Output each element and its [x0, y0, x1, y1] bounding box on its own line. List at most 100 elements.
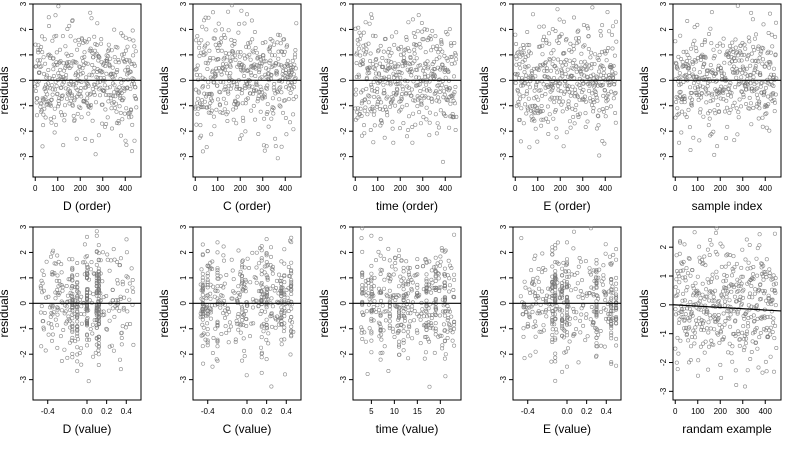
data-point — [359, 325, 364, 330]
data-point — [704, 287, 709, 292]
data-point — [753, 32, 758, 37]
data-point — [406, 311, 411, 316]
data-point — [76, 69, 81, 74]
data-point — [565, 314, 570, 319]
data-point — [224, 112, 229, 117]
data-point — [73, 298, 78, 303]
data-point — [87, 298, 92, 303]
data-point — [756, 44, 761, 49]
data-point — [284, 287, 289, 292]
data-point — [707, 298, 712, 303]
data-point — [396, 313, 401, 318]
data-point — [55, 312, 60, 317]
y-tick-label: -1 — [499, 102, 508, 110]
data-point — [393, 64, 398, 69]
data-point — [598, 28, 603, 33]
data-point — [773, 92, 778, 97]
data-point — [242, 348, 247, 353]
x-tick-label: 20 — [436, 407, 445, 416]
data-point — [554, 126, 559, 131]
data-point — [392, 255, 397, 260]
data-point — [451, 115, 456, 120]
data-point — [67, 89, 72, 94]
data-point — [533, 323, 538, 328]
data-point — [695, 274, 700, 279]
data-point — [200, 98, 205, 103]
data-point — [706, 90, 711, 95]
data-point — [448, 326, 453, 331]
data-point — [224, 101, 229, 106]
data-point — [406, 85, 411, 90]
data-point — [436, 95, 441, 100]
data-point — [725, 124, 730, 129]
data-point — [353, 26, 358, 31]
data-point — [69, 92, 74, 97]
data-point — [746, 315, 751, 320]
data-point — [418, 121, 423, 126]
data-point — [515, 51, 520, 56]
y-tick-label: -3 — [179, 153, 188, 161]
data-point — [238, 292, 243, 297]
data-point — [398, 274, 403, 279]
x-tick-label: 300 — [576, 184, 590, 193]
data-point — [599, 49, 604, 54]
data-point — [447, 289, 452, 294]
data-point — [684, 288, 689, 293]
data-point — [545, 104, 550, 109]
data-point — [773, 303, 778, 308]
data-point — [75, 359, 80, 364]
data-point — [231, 107, 236, 112]
data-point — [603, 307, 608, 312]
data-point — [698, 107, 703, 112]
data-point — [609, 323, 614, 328]
data-point — [753, 340, 758, 345]
data-point — [757, 243, 762, 248]
y-tick-label: -2 — [19, 350, 28, 358]
data-point — [247, 52, 252, 57]
data-point — [542, 63, 547, 68]
data-point — [406, 329, 411, 334]
data-point — [515, 71, 520, 76]
data-point — [376, 48, 381, 53]
data-point — [436, 125, 441, 130]
data-point — [215, 344, 220, 349]
data-point — [595, 98, 600, 103]
data-point — [205, 273, 210, 278]
data-point — [590, 91, 595, 96]
data-point — [756, 101, 761, 106]
data-point — [94, 100, 99, 105]
data-point — [357, 74, 362, 79]
data-point — [535, 275, 540, 280]
data-point — [67, 59, 72, 64]
data-point — [773, 52, 778, 57]
data-point — [526, 96, 531, 101]
data-point — [393, 267, 398, 272]
data-point — [130, 149, 135, 154]
data-point — [573, 36, 578, 41]
data-point — [35, 96, 40, 101]
data-point — [373, 34, 378, 39]
data-point — [676, 351, 681, 356]
x-tick-label: 0.4 — [601, 407, 613, 416]
data-point — [265, 102, 270, 107]
data-point — [428, 88, 433, 93]
data-point — [452, 61, 457, 66]
data-point — [264, 253, 269, 258]
data-point — [437, 313, 442, 318]
data-point — [559, 32, 564, 37]
data-point — [256, 304, 261, 309]
data-point — [606, 289, 611, 294]
data-point — [220, 111, 225, 116]
data-point — [122, 111, 127, 116]
data-point — [396, 315, 401, 320]
data-point — [258, 311, 263, 316]
data-point — [219, 36, 224, 41]
data-point — [695, 22, 700, 27]
data-point — [68, 290, 73, 295]
data-point — [105, 59, 110, 64]
data-point — [66, 314, 71, 319]
data-point — [263, 292, 268, 297]
data-point — [371, 140, 376, 145]
data-point — [393, 103, 398, 108]
